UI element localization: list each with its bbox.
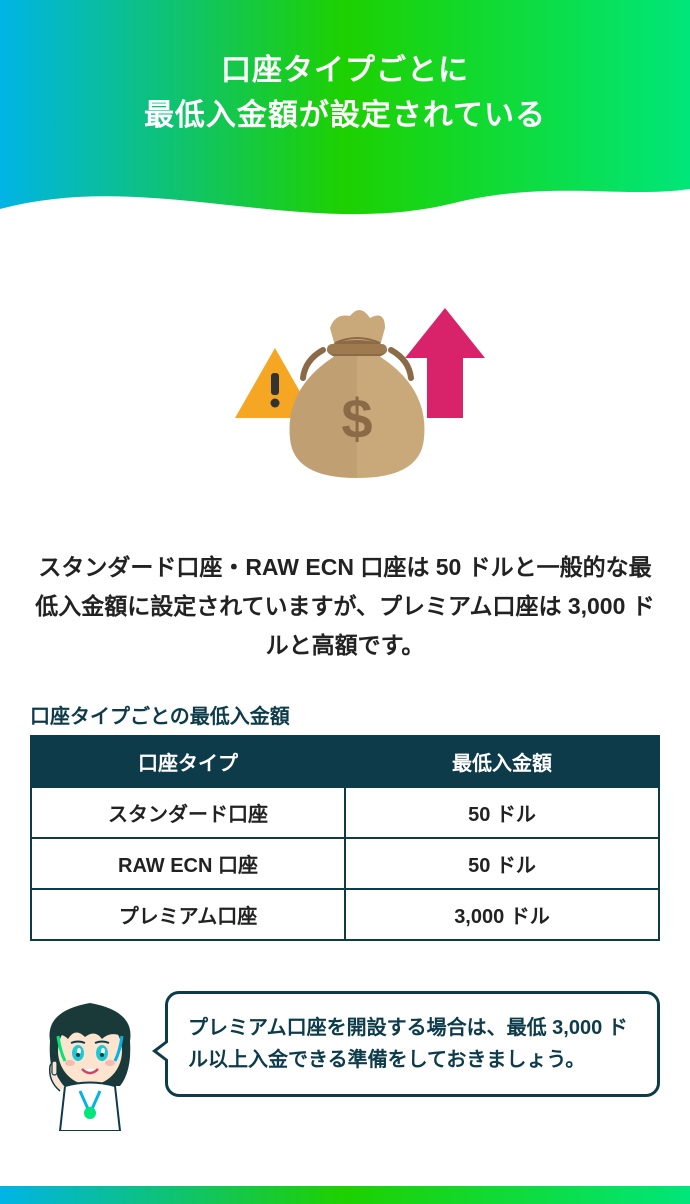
cell-type: スタンダード口座 (31, 787, 345, 838)
hero-illustration: $ (0, 278, 690, 498)
cell-min: 50 ドル (345, 838, 659, 889)
table-row: プレミアム口座 3,000 ドル (31, 889, 659, 940)
table-row: RAW ECN 口座 50 ドル (31, 838, 659, 889)
mascot-avatar (30, 991, 150, 1131)
deposit-table-section: 口座タイプごとの最低入金額 口座タイプ 最低入金額 スタンダード口座 50 ドル… (0, 675, 690, 941)
advice-section: プレミアム口座を開設する場合は、最低 3,000 ドル以上入金できる準備をしてお… (0, 941, 690, 1151)
table-header-type: 口座タイプ (31, 736, 345, 787)
cell-type: プレミアム口座 (31, 889, 345, 940)
title-line1: 口座タイプごとに (221, 54, 469, 87)
cell-min: 3,000 ドル (345, 889, 659, 940)
header-banner: 口座タイプごとに 最低入金額が設定されている (0, 0, 690, 228)
money-bag-icon: $ (290, 310, 425, 478)
wave-divider (0, 169, 690, 229)
table-row: スタンダード口座 50 ドル (31, 787, 659, 838)
table-title: 口座タイプごとの最低入金額 (30, 700, 660, 729)
page-title: 口座タイプごとに 最低入金額が設定されている (20, 48, 670, 138)
deposit-table: 口座タイプ 最低入金額 スタンダード口座 50 ドル RAW ECN 口座 50… (30, 735, 660, 941)
title-line2: 最低入金額が設定されている (144, 99, 546, 132)
advice-text: プレミアム口座を開設する場合は、最低 3,000 ドル以上入金できる準備をしてお… (188, 1017, 628, 1071)
cell-type: RAW ECN 口座 (31, 838, 345, 889)
cell-min: 50 ドル (345, 787, 659, 838)
table-header-min: 最低入金額 (345, 736, 659, 787)
svg-text:$: $ (341, 387, 372, 450)
description-text: スタンダード口座・RAW ECN 口座は 50 ドルと一般的な最低入金額に設定さ… (0, 528, 690, 675)
money-bag-graphic: $ (185, 278, 505, 498)
advice-bubble: プレミアム口座を開設する場合は、最低 3,000 ドル以上入金できる準備をしてお… (165, 991, 660, 1097)
footer-gradient-bar (0, 1186, 690, 1204)
